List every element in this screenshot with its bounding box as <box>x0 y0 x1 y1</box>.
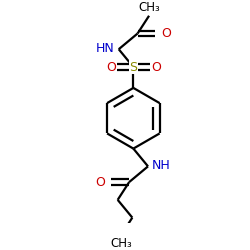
Text: O: O <box>95 176 105 188</box>
Text: CH₃: CH₃ <box>110 237 132 250</box>
Text: CH₃: CH₃ <box>138 1 160 14</box>
Text: HN: HN <box>96 42 114 55</box>
Text: S: S <box>129 60 137 74</box>
Text: O: O <box>106 60 116 74</box>
Text: O: O <box>162 27 172 40</box>
Text: O: O <box>151 60 161 74</box>
Text: NH: NH <box>152 159 171 172</box>
